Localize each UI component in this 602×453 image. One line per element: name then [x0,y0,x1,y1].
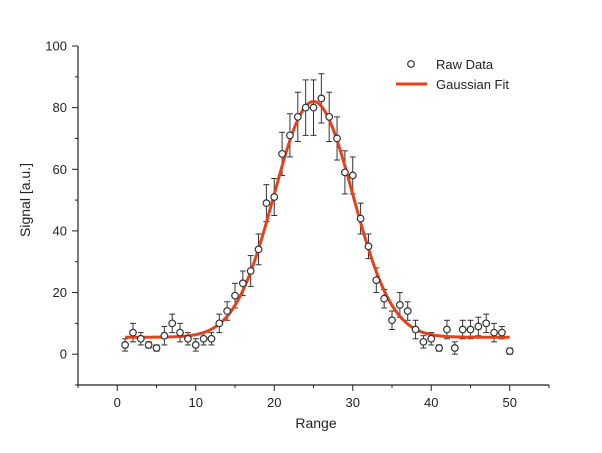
data-point [380,294,389,303]
x-tick-label: 30 [346,395,360,410]
x-tick-label: 20 [267,395,281,410]
data-point [395,300,404,309]
data-point [286,131,294,140]
data-point [270,193,279,201]
data-point [238,279,247,288]
data-point [348,171,357,180]
y-axis-title: Signal [a.u.] [17,163,33,237]
data-point [435,344,444,352]
data-point [403,307,412,315]
data-point [419,337,428,346]
data-point [356,214,365,223]
data-point [136,334,145,343]
data-point [466,325,475,334]
x-axis-title: Range [295,415,336,431]
data-point [388,316,396,325]
data-point [458,325,467,334]
data-point [231,291,239,300]
legend-label-gaussian-fit: Gaussian Fit [436,77,509,92]
data-point [223,307,232,315]
data-point [490,328,498,337]
data-point [317,94,326,103]
data-point [498,328,506,337]
data-point [278,149,287,158]
data-point [160,331,169,340]
data-point [364,242,373,251]
data-point [207,334,216,343]
data-point [262,199,271,208]
data-point [176,328,184,337]
y-tick-label: 20 [53,285,67,300]
data-point [254,245,263,254]
series-line-gaussian-fit [125,99,510,339]
data-point [333,134,341,143]
axes: 0 10 20 30 40 50 0 20 40 60 80 100 [45,39,550,410]
data-point [427,334,436,343]
data-point [372,276,381,285]
data-points [121,94,514,356]
data-point [168,319,177,328]
x-tick-label: 10 [189,395,203,410]
data-point [183,334,192,343]
x-tick-label: 40 [424,395,438,410]
y-tick-label: 0 [60,347,67,362]
data-point [144,341,153,349]
data-point [505,347,514,356]
y-tick-label: 80 [53,100,67,115]
data-point [450,344,459,352]
legend: Raw Data Gaussian Fit [396,57,509,92]
data-point [215,319,224,328]
data-point [121,341,129,349]
data-point [443,325,451,334]
data-point [129,328,137,337]
data-point [152,344,161,352]
legend-label-raw-data: Raw Data [436,57,494,72]
legend-marker-raw-data [407,60,415,68]
y-tick-label: 40 [53,223,67,238]
data-point [199,334,208,343]
x-tick-label: 50 [503,395,517,410]
data-point [325,112,334,121]
data-point [411,325,420,334]
data-point [191,341,200,349]
data-point [474,322,483,331]
data-point [309,103,318,112]
y-tick-label: 100 [45,39,67,54]
data-point [293,112,302,121]
y-tick-label: 60 [53,162,67,177]
error-bars [122,73,513,355]
x-tick-label: 0 [114,395,121,410]
data-point [341,168,349,177]
data-point [301,103,310,112]
data-point [246,267,255,275]
data-point [482,319,491,328]
